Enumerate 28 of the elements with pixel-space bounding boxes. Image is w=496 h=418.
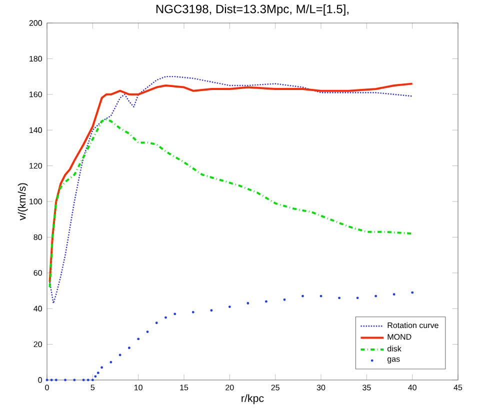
x-tick-label: 35	[362, 384, 371, 390]
y-tick-label: 180	[30, 56, 42, 62]
legend-label: Rotation curve	[388, 322, 438, 328]
x-axis-title: r/kpc	[242, 394, 264, 404]
legend-label: MOND	[388, 334, 412, 340]
y-tick-label: 60	[34, 270, 42, 276]
x-tick-label: 20	[226, 384, 234, 390]
y-tick-label: 80	[34, 234, 42, 240]
y-tick-label: 40	[34, 306, 42, 312]
y-tick-label: 20	[34, 341, 42, 348]
x-tick-label: 5	[90, 384, 95, 390]
y-axis-title: v/(km/s)	[18, 183, 28, 220]
x-tick-label: 40	[408, 384, 416, 390]
y-tick-label: 140	[30, 127, 42, 133]
y-tick-label: 160	[30, 92, 42, 98]
legend-label: disk	[387, 346, 402, 352]
x-tick-label: 15	[180, 384, 188, 390]
x-tick-label: 25	[271, 384, 280, 390]
x-tick-label: 30	[316, 384, 326, 390]
y-tick-label: 100	[30, 198, 42, 204]
x-tick-label: 45	[454, 384, 462, 390]
y-tick-label: 120	[30, 162, 42, 169]
y-tick-label: 0	[38, 377, 42, 383]
y-tick-label: 200	[29, 20, 42, 26]
x-tick-label: 10	[134, 384, 142, 390]
legend-label: gas	[387, 357, 400, 364]
chart-title: NGC3198, Dist=13.3Mpc, M/L=[1.5],	[156, 4, 348, 16]
x-tick-label: 0	[45, 384, 49, 390]
